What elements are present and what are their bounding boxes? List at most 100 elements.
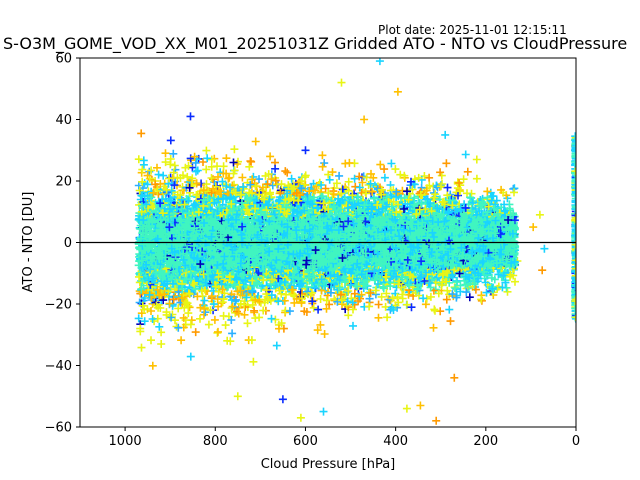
data-point [266,152,275,161]
data-point [145,167,154,176]
data-point [425,173,434,182]
data-point [540,244,549,253]
data-point [267,314,276,323]
data-point [442,295,451,304]
data-point [446,317,455,326]
data-point [571,282,576,290]
data-point [174,323,183,332]
data-point [316,295,325,303]
data-point [374,313,383,322]
data-point [402,404,411,413]
data-point [184,309,193,318]
data-point [283,168,292,177]
data-point [225,173,234,182]
data-point [166,136,175,145]
data-point [228,329,237,338]
data-point [278,395,287,404]
data-point [365,294,374,303]
data-point [246,157,255,166]
data-point [429,323,438,332]
data-point [335,171,344,180]
data-point [391,165,400,174]
data-point [442,159,451,168]
data-point [374,300,383,309]
data-point [222,154,231,163]
data-point [210,315,219,324]
data-point [147,336,155,345]
data-point [214,327,222,336]
data-point [426,292,435,301]
data-point [571,304,576,313]
data-point [571,180,576,189]
data-point [314,305,323,314]
data-point [251,314,260,323]
scatter-points [134,58,576,425]
data-point [380,165,389,174]
data-point [341,159,350,168]
data-point [572,260,576,269]
data-point [281,167,290,176]
data-point [376,160,385,169]
data-point [477,295,486,304]
data-point [358,178,367,187]
data-point [159,171,168,180]
data-point [445,305,454,314]
data-point [316,320,325,329]
data-point [572,255,576,264]
data-point [503,287,512,296]
data-point [572,253,576,262]
data-point [245,162,254,171]
data-point [186,154,195,163]
data-point [416,401,425,410]
data-point [229,158,238,167]
data-point [431,306,439,315]
data-point [387,159,396,168]
data-point [535,210,544,219]
data-point [318,151,327,160]
data-point [186,112,195,121]
data-point [571,231,576,240]
data-point [243,319,252,328]
data-point [137,343,146,352]
data-point [296,413,305,422]
data-point [233,392,242,401]
data-point [349,321,357,330]
data-point [204,320,213,329]
data-point [529,223,538,232]
data-point [403,300,412,309]
data-point [393,87,402,96]
data-point [381,302,390,311]
data-point [572,190,576,199]
data-point [221,321,230,330]
data-point [432,416,441,425]
data-point [203,154,212,163]
data-point [325,175,334,184]
data-point [472,155,481,164]
data-point [301,171,310,180]
data-point [139,160,148,169]
data-point [137,129,146,138]
data-point [572,146,576,155]
data-point [337,78,346,87]
data-point [170,161,179,170]
data-point [134,155,143,164]
data-point [572,276,576,285]
data-point [155,322,164,331]
data-point [148,361,157,370]
data-point [140,317,149,326]
data-point [202,146,211,155]
data-point [320,330,329,338]
data-point [380,173,389,182]
data-point [159,296,168,305]
data-point [319,407,328,416]
data-point [285,307,294,316]
data-point [383,313,392,322]
data-point [461,150,470,159]
chart-title: S-O3M_GOME_VOD_XX_M01_20251031Z Gridded … [3,34,628,53]
data-point [240,310,249,319]
data-point [157,340,166,348]
data-point [172,322,181,331]
data-point [188,163,197,172]
data-point [219,311,228,320]
